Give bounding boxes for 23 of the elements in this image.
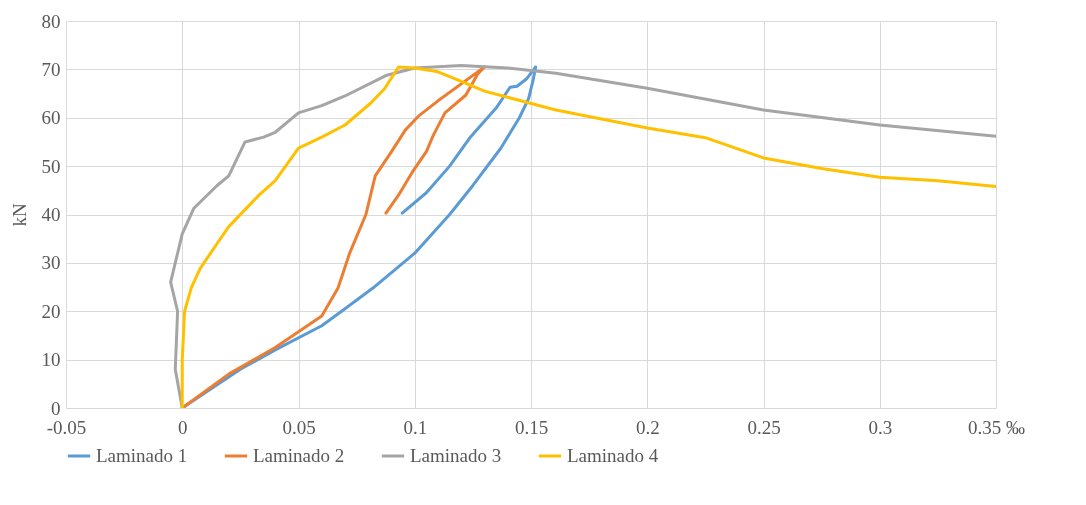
y-tick-label: 20: [41, 300, 61, 322]
y-tick-label: 50: [41, 155, 61, 177]
y-tick-label: 0: [51, 397, 61, 419]
x-tick-label: 0.35 ‰: [968, 416, 1025, 438]
y-tick-label: 40: [41, 204, 61, 225]
x-tick-label: 0.2: [635, 416, 660, 438]
x-tick-label: 0.3: [868, 416, 893, 438]
legend-label: Laminado 4: [567, 445, 659, 466]
y-axis-title: kN: [8, 203, 30, 227]
x-tick-label: 0.1: [403, 416, 428, 438]
x-tick-label: 0.25: [747, 416, 781, 438]
y-tick-label: 70: [41, 58, 61, 80]
y-tick-label: 10: [41, 349, 61, 371]
x-tick-label: -0.05: [46, 416, 87, 438]
y-tick-label: 80: [41, 10, 61, 32]
legend-label: Laminado 1: [96, 445, 188, 466]
x-tick-label: 0.15: [514, 416, 549, 438]
y-tick-label: 60: [41, 107, 61, 129]
x-tick-label: 0.05: [282, 416, 316, 438]
x-tick-label: 0: [178, 416, 188, 438]
legend-label: Laminado 3: [410, 445, 502, 466]
y-tick-label: 30: [41, 252, 61, 274]
legend-label: Laminado 2: [253, 445, 345, 466]
